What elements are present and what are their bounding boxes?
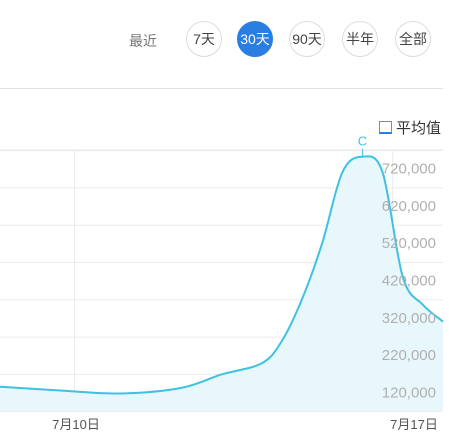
average-toggle[interactable]: 平均值 (379, 117, 441, 138)
range-7-days-button[interactable]: 7天 (186, 21, 222, 57)
y-tick-label-1: 220,000 (382, 347, 436, 364)
range-all-button[interactable]: 全部 (395, 21, 431, 57)
y-tick-label-3: 420,000 (382, 273, 436, 290)
y-tick-label-6: 720,000 (382, 161, 436, 178)
series-line (0, 155, 444, 395)
range-selector: 最近 7天 30天 90天 半年 全部 (0, 0, 465, 88)
range-half-year-button[interactable]: 半年 (342, 21, 378, 57)
average-label: 平均值 (396, 120, 442, 137)
x-tick-label-0: 7月10日 (52, 417, 100, 432)
annotation-label-0: C (358, 134, 367, 149)
x-tick-label-1: 7月17日 (390, 417, 438, 432)
y-tick-label-2: 320,000 (382, 310, 436, 327)
series-area (0, 156, 443, 411)
annotations: C (358, 134, 367, 157)
y-tick-label-4: 520,000 (382, 235, 436, 252)
y-tick-label-0: 120,000 (382, 384, 436, 401)
range-label: 最近 (129, 33, 157, 49)
average-checkbox[interactable] (379, 121, 392, 134)
range-30-days-button[interactable]: 30天 (237, 21, 273, 57)
range-90-days-button[interactable]: 90天 (289, 21, 325, 57)
y-axis: 120,000 220,000 320,000 420,000 520,000 620,0… (382, 161, 436, 402)
header-divider (0, 88, 443, 89)
x-axis: 7月10日 7月17日 (52, 417, 438, 432)
y-tick-label-5: 620,000 (382, 198, 436, 215)
